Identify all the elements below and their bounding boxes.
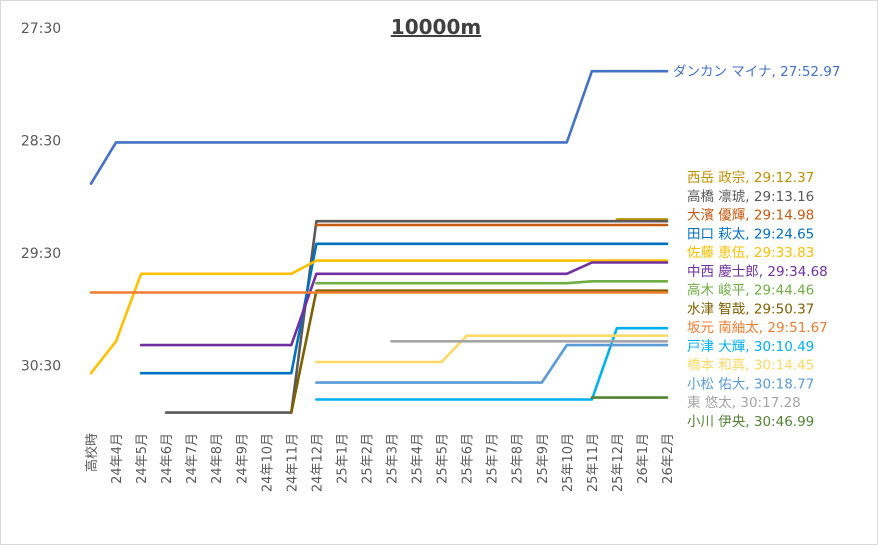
series-line [315,334,669,364]
x-tick-label: 25年9月 [536,433,551,484]
x-tick-label: 高校時 [84,433,100,472]
series-line [315,280,669,285]
x-tick-label: 25年1月 [335,433,350,484]
x-tick-label: 25年4月 [411,433,426,484]
series-label: 中西 慶士郎, 29:34.68 [687,264,828,280]
x-tick-label: 24年7月 [185,433,200,484]
y-tick-label: 28:30 [21,134,61,150]
x-tick-label: 25年12月 [611,433,626,492]
x-tick-label: 24年11月 [285,433,300,492]
y-tick-label: 30:30 [21,359,61,375]
series-line [139,242,669,375]
series-line [139,261,669,347]
series-line [164,219,669,414]
series-label: 佐藤 恵伍, 29:33.83 [687,245,814,261]
x-axis-ticks: 高校時 24年4月 24年5月 24年6月 24年7月 24年8月 24年9月 24年10月 2… [84,433,676,492]
series-label: 田口 萩太, 29:24.65 [687,226,814,242]
series-label: 戸津 大輝, 30:10.49 [687,339,814,355]
chart-title: 10000m [391,15,481,39]
series-label: 小川 伊央, 30:46.99 [687,414,814,430]
y-tick-label: 27:30 [21,21,61,37]
series-labels: ダンカン マイナ, 27:52.97 西岳 政宗, 29:12.37 高橋 凛琥, … [673,64,840,430]
series-line [315,343,669,384]
series-label: 東 悠太, 30:17.28 [687,395,801,411]
series-line [290,289,669,414]
x-tick-label: 25年8月 [511,433,526,484]
series-label: 小松 佑大, 30:18.77 [687,376,814,392]
x-tick-label: 25年3月 [386,433,401,484]
x-tick-label: 25年2月 [360,433,375,484]
series-label: 高木 峻平, 29:44.46 [687,282,814,299]
x-tick-label: 24年9月 [235,433,250,484]
series-line [315,326,669,401]
series-label: 大濱 優輝, 29:14.98 [687,208,814,224]
x-tick-label: 25年11月 [586,433,601,492]
x-tick-label: 24年6月 [160,433,175,484]
series-label: 坂元 南紬太, 29:51.67 [687,320,828,336]
x-tick-label: 26年2月 [661,433,676,484]
x-tick-label: 25年7月 [486,433,501,484]
x-tick-label: 25年5月 [436,433,451,484]
series-line [89,69,669,185]
x-tick-label: 24年8月 [210,433,225,484]
x-tick-label: 24年4月 [110,433,125,484]
x-tick-label: 24年12月 [310,433,325,492]
series-label: 水津 智哉, 29:50.37 [687,301,814,317]
x-tick-label: 25年10月 [561,433,576,492]
x-tick-label: 24年10月 [260,433,275,492]
y-tick-label: 29:30 [21,246,61,262]
series-label: 橋本 和真, 30:14.45 [687,358,814,374]
series-label: 西岳 政宗, 29:12.37 [687,170,814,186]
series-label: 高橋 凛琥, 29:13.16 [687,188,814,205]
y-axis-ticks: 27:30 28:30 29:30 30:30 [21,21,61,375]
x-tick-label: 26年1月 [636,433,651,484]
series-line [89,259,669,375]
x-tick-label: 24年5月 [135,433,150,484]
series-lines [89,69,669,414]
series-label: ダンカン マイナ, 27:52.97 [673,64,840,80]
x-tick-label: 25年6月 [461,433,476,484]
